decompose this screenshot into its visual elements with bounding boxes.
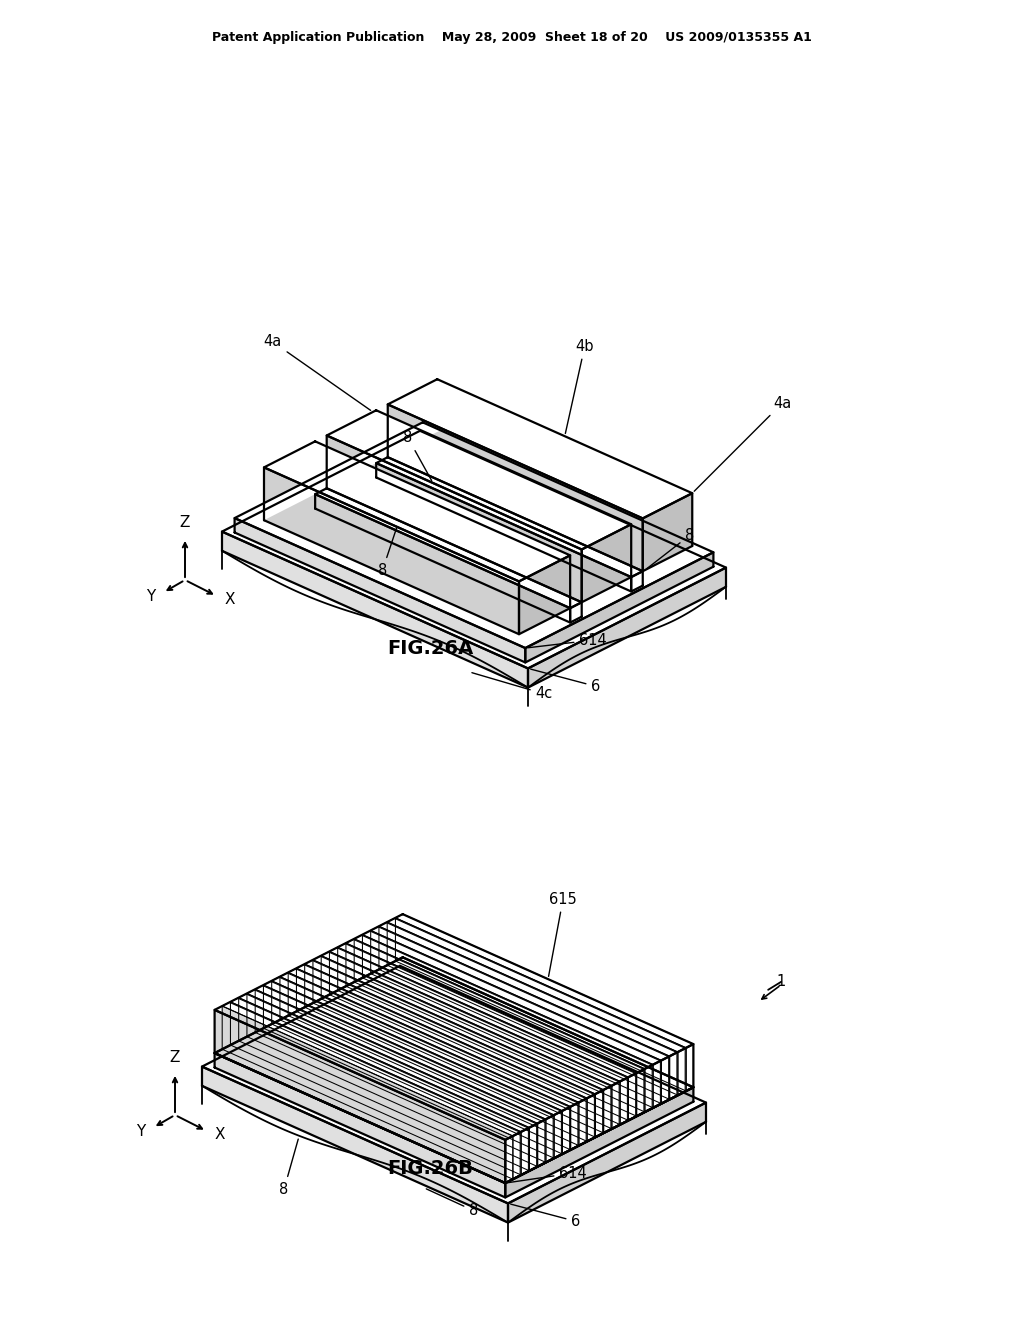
Polygon shape [234, 422, 714, 648]
Polygon shape [305, 961, 603, 1094]
Text: X: X [224, 593, 234, 607]
Polygon shape [346, 940, 644, 1073]
Polygon shape [215, 957, 693, 1183]
Polygon shape [313, 956, 611, 1090]
Polygon shape [525, 552, 714, 663]
Polygon shape [255, 989, 546, 1163]
Polygon shape [330, 948, 628, 1081]
Polygon shape [288, 969, 586, 1102]
Polygon shape [519, 556, 570, 634]
Polygon shape [218, 957, 693, 1181]
Text: Z: Z [170, 1049, 180, 1065]
Text: 615: 615 [549, 891, 577, 977]
Polygon shape [305, 964, 595, 1138]
Polygon shape [280, 977, 570, 1150]
Polygon shape [528, 568, 726, 688]
Text: 614: 614 [528, 632, 607, 648]
Polygon shape [222, 532, 528, 688]
Polygon shape [379, 927, 670, 1100]
Polygon shape [338, 948, 629, 1121]
Polygon shape [387, 919, 685, 1052]
Polygon shape [362, 935, 653, 1107]
Polygon shape [215, 957, 693, 1183]
Polygon shape [376, 457, 643, 577]
Polygon shape [263, 985, 554, 1158]
Polygon shape [322, 952, 620, 1085]
Polygon shape [362, 931, 660, 1065]
Text: Z: Z [180, 515, 190, 531]
Polygon shape [215, 1053, 505, 1197]
Polygon shape [505, 1044, 693, 1183]
Polygon shape [296, 969, 587, 1142]
Text: 4a: 4a [264, 334, 371, 411]
Polygon shape [388, 404, 643, 572]
Text: FIG.26B: FIG.26B [387, 1159, 473, 1177]
Polygon shape [582, 524, 631, 602]
Text: 1: 1 [776, 974, 785, 989]
Polygon shape [338, 944, 636, 1077]
Polygon shape [239, 998, 529, 1171]
Polygon shape [222, 1002, 520, 1137]
Polygon shape [234, 422, 440, 527]
Polygon shape [280, 973, 578, 1106]
Text: 6: 6 [511, 1204, 581, 1229]
Polygon shape [354, 939, 645, 1111]
Polygon shape [322, 956, 612, 1129]
Polygon shape [239, 994, 537, 1127]
Polygon shape [371, 927, 669, 1060]
Polygon shape [330, 952, 621, 1125]
Text: 8: 8 [280, 1139, 298, 1197]
Polygon shape [387, 923, 678, 1096]
Polygon shape [263, 981, 561, 1115]
Polygon shape [643, 494, 692, 572]
Polygon shape [327, 436, 582, 602]
Text: X: X [214, 1127, 225, 1143]
Polygon shape [255, 986, 553, 1119]
Text: 614: 614 [508, 1166, 587, 1183]
Text: 8: 8 [426, 1189, 478, 1218]
Polygon shape [388, 379, 692, 519]
Polygon shape [264, 441, 570, 581]
Text: Y: Y [145, 589, 156, 605]
Polygon shape [222, 430, 726, 668]
Polygon shape [222, 1006, 513, 1179]
Polygon shape [395, 915, 693, 1048]
Polygon shape [230, 1002, 521, 1175]
Polygon shape [247, 994, 538, 1167]
Text: 8: 8 [647, 528, 694, 569]
Polygon shape [215, 1010, 505, 1183]
Polygon shape [271, 977, 569, 1111]
Text: 8: 8 [378, 528, 396, 578]
Polygon shape [505, 1088, 693, 1197]
Text: FIG.26A: FIG.26A [387, 639, 473, 657]
Text: Y: Y [136, 1125, 145, 1139]
Text: 4c: 4c [472, 673, 553, 701]
Polygon shape [371, 931, 662, 1104]
Polygon shape [508, 1102, 706, 1222]
Polygon shape [271, 981, 562, 1154]
Polygon shape [313, 960, 603, 1133]
Text: 6: 6 [530, 669, 601, 694]
Polygon shape [395, 917, 686, 1092]
Polygon shape [264, 467, 519, 634]
Polygon shape [379, 923, 677, 1056]
Polygon shape [230, 998, 528, 1131]
Polygon shape [296, 965, 594, 1098]
Polygon shape [234, 517, 525, 663]
Polygon shape [354, 935, 652, 1069]
Text: 8: 8 [403, 430, 432, 480]
Text: 4b: 4b [565, 339, 594, 433]
Polygon shape [327, 411, 631, 549]
Polygon shape [288, 973, 579, 1146]
Polygon shape [346, 942, 637, 1117]
Polygon shape [315, 488, 582, 609]
Text: 4a: 4a [694, 396, 792, 491]
Text: Patent Application Publication    May 28, 2009  Sheet 18 of 20    US 2009/013535: Patent Application Publication May 28, 2… [212, 32, 812, 45]
Polygon shape [202, 1067, 508, 1222]
Polygon shape [247, 990, 545, 1123]
Polygon shape [202, 966, 706, 1204]
